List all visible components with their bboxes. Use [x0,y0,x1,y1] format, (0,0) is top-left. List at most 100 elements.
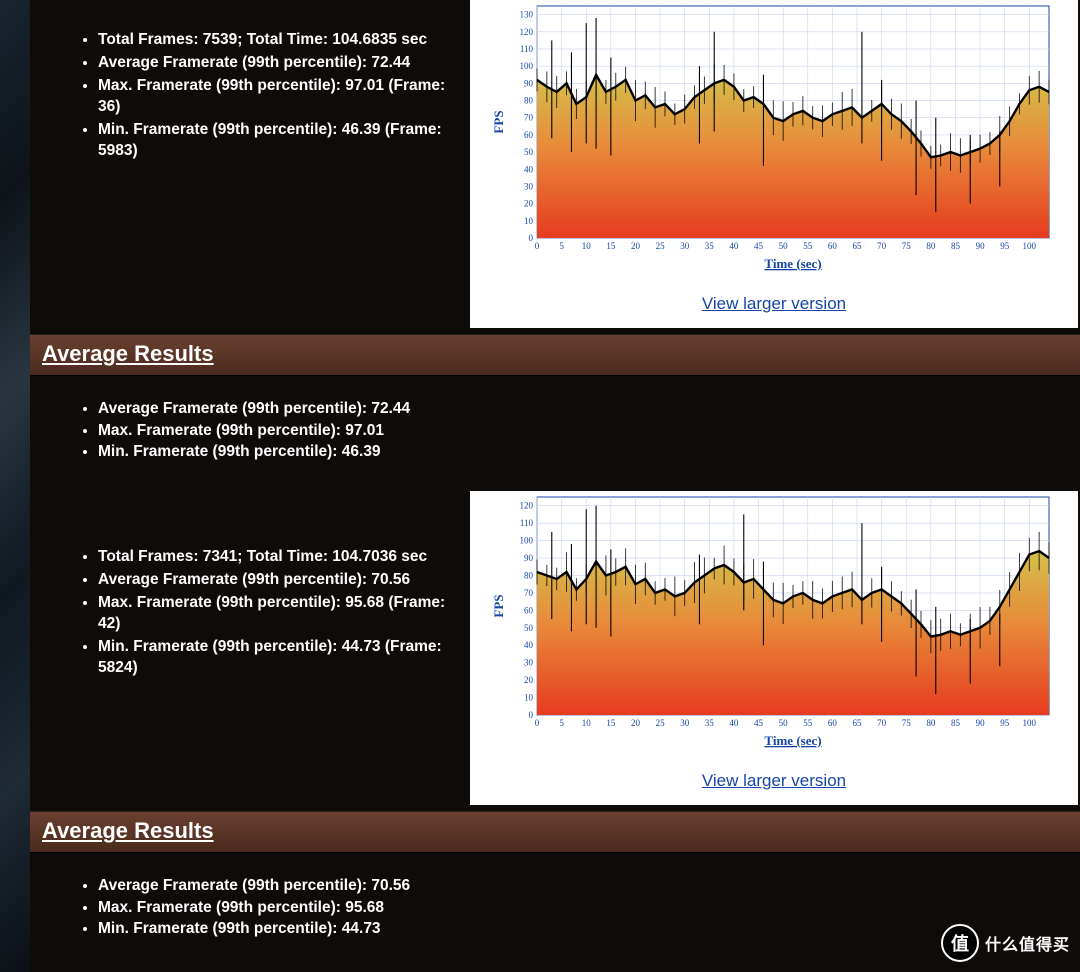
svg-text:85: 85 [951,241,961,251]
svg-text:75: 75 [902,241,912,251]
svg-text:0: 0 [535,718,540,728]
svg-text:30: 30 [524,181,534,191]
svg-text:65: 65 [853,718,863,728]
value: 70.56 [371,571,410,588]
svg-text:15: 15 [606,718,616,728]
svg-text:100: 100 [1023,718,1037,728]
svg-text:75: 75 [902,718,912,728]
svg-text:60: 60 [524,605,534,615]
svg-text:70: 70 [877,241,887,251]
avg-results-header-2: Average Results [30,811,1080,853]
avg-stat: Average Framerate (99th percentile): 72.… [98,398,1070,420]
label: Max. Framerate (99th percentile): [98,899,345,916]
label: (Frame: [381,121,442,138]
stats-list-2: Total Frames: 7341; Total Time: 104.7036… [30,491,470,691]
label: Average Framerate (99th percentile): [98,877,371,894]
value: 5824 [98,659,132,676]
watermark-text: 什么值得买 [985,931,1070,955]
svg-text:110: 110 [520,44,534,54]
label: Average Framerate (99th percentile): [98,571,371,588]
svg-text:95: 95 [1000,718,1010,728]
svg-text:100: 100 [520,61,534,71]
svg-text:30: 30 [680,241,690,251]
fps-chart-1: 0102030405060708090100110120130051015202… [470,0,1078,328]
label: ; Total Time: [237,31,332,48]
svg-text:80: 80 [524,96,534,106]
view-larger-link[interactable]: View larger version [702,294,846,314]
stat-max: Max. Framerate (99th percentile): 97.01 … [98,76,460,118]
label: sec [397,548,427,565]
svg-text:90: 90 [524,553,534,563]
value: 42 [98,615,115,632]
benchmark-panel-2: Total Frames: 7341; Total Time: 104.7036… [30,491,1080,968]
stat-avg: Average Framerate (99th percentile): 70.… [98,570,460,591]
svg-text:85: 85 [951,718,961,728]
svg-text:FPS: FPS [491,595,506,618]
svg-text:120: 120 [520,27,534,37]
value: 44.73 [342,920,381,937]
svg-text:20: 20 [631,241,641,251]
svg-text:60: 60 [828,241,838,251]
label: Total Frames: [98,31,203,48]
svg-text:30: 30 [524,658,534,668]
label: Min. Framerate (99th percentile): [98,920,342,937]
svg-text:100: 100 [1023,241,1037,251]
svg-text:80: 80 [524,571,534,581]
svg-text:20: 20 [524,675,534,685]
svg-text:90: 90 [976,241,986,251]
benchmark-panel-1: Total Frames: 7539; Total Time: 104.6835… [30,0,1080,491]
label: ) [115,615,120,632]
svg-text:40: 40 [524,640,534,650]
stat-min: Min. Framerate (99th percentile): 44.73 … [98,637,460,679]
svg-text:120: 120 [520,501,534,511]
svg-text:110: 110 [520,518,534,528]
stat-avg: Average Framerate (99th percentile): 72.… [98,53,460,74]
value: 104.6835 [332,31,397,48]
label: Min. Framerate (99th percentile): [98,443,342,460]
label: Min. Framerate (99th percentile): [98,121,342,138]
value: 46.39 [342,121,381,138]
label: Max. Framerate (99th percentile): [98,422,345,439]
svg-text:20: 20 [524,199,534,209]
main-content: Total Frames: 7539; Total Time: 104.6835… [30,0,1080,972]
watermark-badge-icon: 值 [941,924,979,962]
label: sec [397,31,427,48]
value: 72.44 [371,54,410,71]
value: 5983 [98,142,132,159]
svg-text:0: 0 [529,710,534,720]
svg-text:95: 95 [1000,241,1010,251]
svg-text:10: 10 [524,216,534,226]
label: Average Framerate (99th percentile): [98,400,371,417]
svg-text:60: 60 [524,130,534,140]
label: ) [115,98,120,115]
svg-text:5: 5 [559,718,564,728]
avg-results-list-2: Average Framerate (99th percentile): 70.… [30,853,1080,968]
label: (Frame: [381,638,442,655]
view-larger-link[interactable]: View larger version [702,771,846,791]
label: ) [132,659,137,676]
svg-text:60: 60 [828,718,838,728]
svg-text:65: 65 [853,241,863,251]
svg-text:25: 25 [656,718,666,728]
svg-text:0: 0 [529,233,534,243]
svg-text:80: 80 [926,718,936,728]
svg-text:40: 40 [524,164,534,174]
label: Average Framerate (99th percentile): [98,54,371,71]
svg-text:40: 40 [729,241,739,251]
label: (Frame: [384,594,445,611]
svg-text:35: 35 [705,241,715,251]
fps-chart-svg: 0102030405060708090100110120051015202530… [470,491,1078,759]
value: 72.44 [371,400,410,417]
svg-text:90: 90 [976,718,986,728]
svg-text:Time (sec): Time (sec) [764,733,821,748]
left-texture-strip [0,0,30,972]
svg-text:70: 70 [524,588,534,598]
min-stat: Min. Framerate (99th percentile): 46.39 [98,441,1070,463]
svg-text:55: 55 [803,718,813,728]
stats-list-1: Total Frames: 7539; Total Time: 104.6835… [30,0,470,174]
svg-text:Time (sec): Time (sec) [764,256,821,271]
svg-text:90: 90 [524,78,534,88]
label: Total Frames: [98,548,203,565]
value: 95.68 [345,594,384,611]
svg-text:20: 20 [631,718,641,728]
